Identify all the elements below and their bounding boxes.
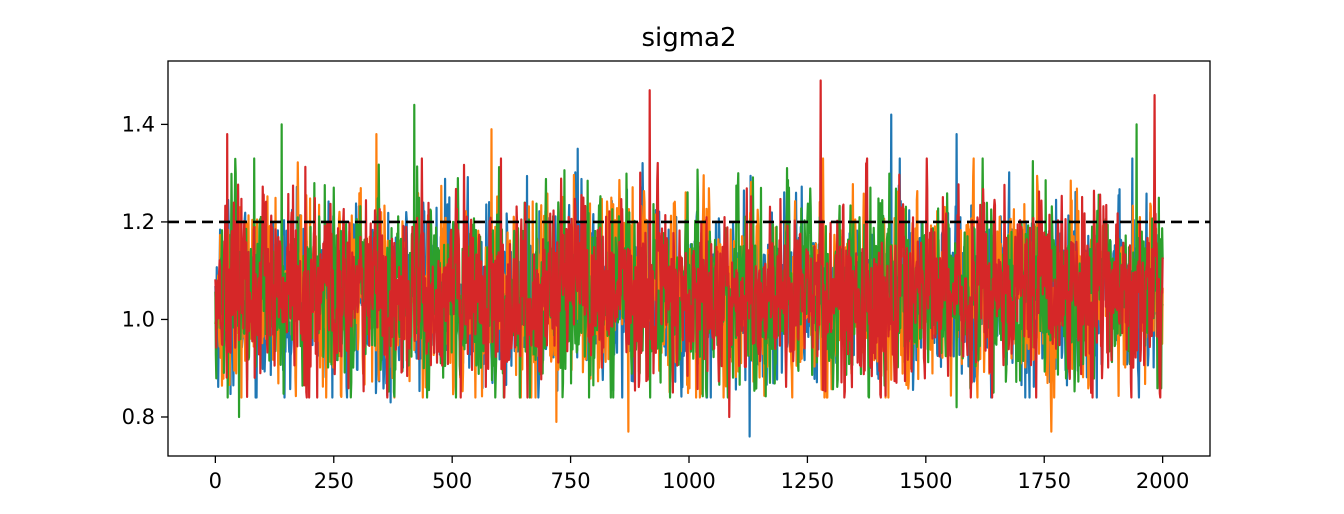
series-line-4 — [214, 79, 1164, 419]
x-tick-label: 250 — [314, 469, 354, 493]
x-tick-label: 1500 — [899, 469, 952, 493]
x-tick-label: 1000 — [662, 469, 715, 493]
x-tick-label: 2000 — [1136, 469, 1189, 493]
y-axis: 0.8 1.0 1.2 1.4 — [122, 112, 168, 429]
chart-title: sigma2 — [641, 23, 736, 53]
x-tick-label: 750 — [551, 469, 591, 493]
x-tick-label: 500 — [432, 469, 472, 493]
y-tick-label: 1.2 — [122, 210, 155, 234]
y-tick-label: 1.0 — [122, 307, 155, 331]
x-tick-label: 0 — [209, 469, 222, 493]
x-tick-label: 1250 — [781, 469, 834, 493]
y-tick-label: 0.8 — [122, 405, 155, 429]
y-tick-label: 1.4 — [122, 112, 155, 136]
x-tick-label: 1750 — [1018, 469, 1071, 493]
series-layer — [214, 79, 1164, 438]
x-axis: 0 250 500 750 1000 1250 1500 1750 2000 — [209, 456, 1189, 493]
